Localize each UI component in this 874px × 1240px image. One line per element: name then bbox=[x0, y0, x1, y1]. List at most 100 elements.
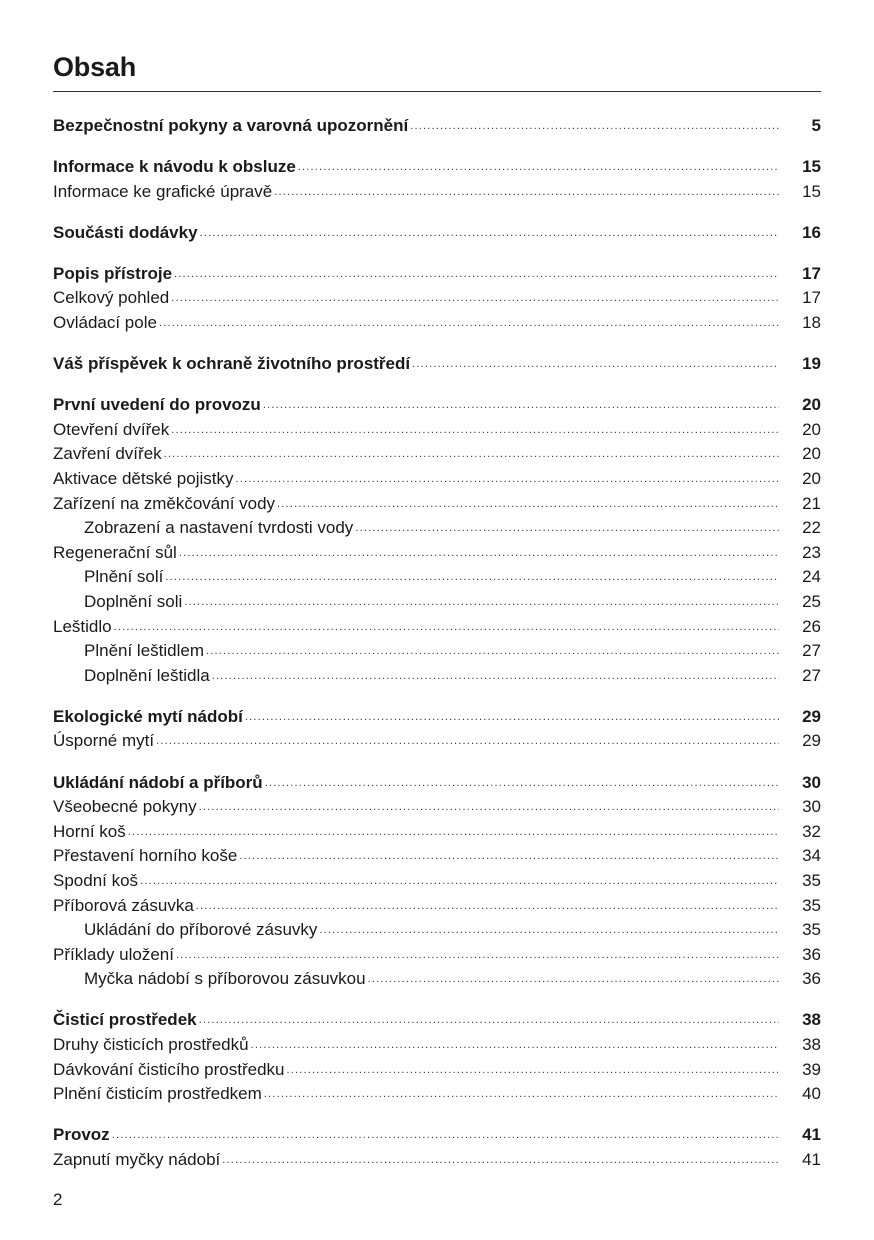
entry-page: 38 bbox=[802, 1035, 821, 1054]
page-number: 2 bbox=[53, 1190, 63, 1209]
entry-page: 29 bbox=[802, 706, 821, 726]
toc-chapter-entry[interactable]: Ukládání nádobí a příborů...............… bbox=[53, 770, 821, 796]
toc-chapter-entry[interactable]: Informace k návodu k obsluze............… bbox=[53, 155, 821, 180]
entry-page: 20 bbox=[802, 419, 821, 439]
toc-entry[interactable]: Leštidlo................................… bbox=[53, 614, 821, 640]
toc-entry[interactable]: Druhy čisticích prostředků..............… bbox=[53, 1033, 821, 1058]
entry-title: Horní koš bbox=[53, 819, 128, 845]
entry-title: Ovládací pole bbox=[53, 311, 159, 336]
dot-leader: ........................................… bbox=[198, 1014, 779, 1027]
dot-leader: ........................................… bbox=[262, 399, 779, 412]
toc-entry[interactable]: Příklady uložení........................… bbox=[53, 942, 821, 968]
toc-section: Ekologické mytí nádobí..................… bbox=[53, 704, 821, 755]
entry-page: 35 bbox=[802, 895, 821, 915]
entry-title: První uvedení do provozu bbox=[53, 393, 263, 418]
entry-title: Celkový pohled bbox=[53, 286, 172, 312]
toc-entry[interactable]: Horní koš...............................… bbox=[53, 819, 821, 845]
entry-page: 22 bbox=[802, 518, 821, 538]
entry-title: Otevření dvířek bbox=[53, 417, 172, 443]
entry-page: 27 bbox=[802, 641, 821, 661]
dot-leader: ........................................… bbox=[174, 267, 779, 280]
toc-chapter-entry[interactable]: Čisticí prostředek......................… bbox=[53, 1008, 821, 1033]
toc-entry[interactable]: Zařízení na změkčování vody.............… bbox=[53, 491, 821, 517]
toc-chapter-entry[interactable]: První uvedení do provozu................… bbox=[53, 393, 821, 418]
entry-page: 20 bbox=[802, 395, 821, 415]
entry-title: Druhy čisticích prostředků bbox=[53, 1033, 251, 1058]
entry-page: 25 bbox=[802, 592, 821, 611]
dot-leader: ........................................… bbox=[412, 358, 779, 371]
toc-entry[interactable]: Plnění solí.............................… bbox=[53, 565, 821, 590]
entry-page: 17 bbox=[802, 263, 821, 283]
title-divider bbox=[53, 91, 821, 92]
toc-chapter-entry[interactable]: Váš příspěvek k ochraně životního prostř… bbox=[53, 352, 821, 377]
dot-leader: ........................................… bbox=[175, 948, 779, 961]
toc-entry[interactable]: Dávkování čisticího prostředku..........… bbox=[53, 1057, 821, 1083]
dot-leader: ........................................… bbox=[171, 423, 779, 436]
entry-title: Regenerační sůl bbox=[53, 540, 179, 566]
toc-entry[interactable]: Informace ke grafické úpravě............… bbox=[53, 179, 821, 205]
entry-title: Ekologické mytí nádobí bbox=[53, 704, 245, 730]
dot-leader: ........................................… bbox=[239, 850, 779, 863]
dot-leader: ........................................… bbox=[156, 735, 779, 748]
toc-entry[interactable]: Spodní koš..............................… bbox=[53, 868, 821, 894]
entry-page: 24 bbox=[802, 567, 821, 587]
entry-title: Informace ke grafické úpravě bbox=[53, 179, 275, 205]
dot-leader: ........................................… bbox=[367, 973, 779, 986]
dot-leader: ........................................… bbox=[355, 522, 779, 535]
toc-chapter-entry[interactable]: Popis přístroje.........................… bbox=[53, 261, 821, 287]
table-of-contents: Bezpečnostní pokyny a varovná upozornění… bbox=[53, 114, 821, 1189]
entry-title: Váš příspěvek k ochraně životního prostř… bbox=[53, 352, 413, 377]
entry-page: 20 bbox=[802, 444, 821, 464]
toc-chapter-entry[interactable]: Bezpečnostní pokyny a varovná upozornění… bbox=[53, 114, 821, 139]
dot-leader: ........................................… bbox=[178, 546, 779, 559]
toc-section: Čisticí prostředek......................… bbox=[53, 1008, 821, 1107]
entry-page: 32 bbox=[802, 821, 821, 841]
dot-leader: ........................................… bbox=[244, 710, 779, 723]
toc-entry[interactable]: Zapnutí myčky nádobí....................… bbox=[53, 1147, 821, 1173]
toc-entry[interactable]: Plnění čisticím prostředkem.............… bbox=[53, 1082, 821, 1107]
dot-leader: ........................................… bbox=[198, 801, 779, 814]
entry-page: 34 bbox=[802, 846, 821, 866]
toc-entry[interactable]: Myčka nádobí s příborovou zásuvkou......… bbox=[53, 967, 821, 992]
entry-title: Popis přístroje bbox=[53, 261, 175, 287]
toc-entry[interactable]: Úsporné mytí............................… bbox=[53, 729, 821, 755]
toc-entry[interactable]: Plnění leštidlem........................… bbox=[53, 639, 821, 664]
toc-entry[interactable]: Regenerační sůl.........................… bbox=[53, 540, 821, 566]
entry-page: 19 bbox=[802, 354, 821, 374]
entry-title: Spodní koš bbox=[53, 868, 141, 894]
toc-entry[interactable]: Doplnění soli...........................… bbox=[53, 590, 821, 615]
entry-page: 38 bbox=[802, 1010, 821, 1030]
toc-entry[interactable]: Otevření dvířek.........................… bbox=[53, 417, 821, 443]
toc-entry[interactable]: Celkový pohled..........................… bbox=[53, 286, 821, 312]
toc-entry[interactable]: Všeobecné pokyny........................… bbox=[53, 795, 821, 820]
toc-chapter-entry[interactable]: Součásti dodávky........................… bbox=[53, 220, 821, 246]
entry-title: Bezpečnostní pokyny a varovná upozornění bbox=[53, 114, 411, 139]
dot-leader: ........................................… bbox=[199, 226, 779, 239]
dot-leader: ........................................… bbox=[184, 596, 779, 608]
toc-entry[interactable]: Zobrazení a nastavení tvrdosti vody.....… bbox=[53, 516, 821, 541]
toc-entry[interactable]: Ukládání do příborové zásuvky...........… bbox=[53, 918, 821, 943]
entry-title: Součásti dodávky bbox=[53, 220, 200, 246]
toc-entry[interactable]: Doplnění leštidla.......................… bbox=[53, 663, 821, 689]
toc-section: První uvedení do provozu................… bbox=[53, 393, 821, 689]
toc-entry[interactable]: Zavření dvířek..........................… bbox=[53, 442, 821, 468]
toc-chapter-entry[interactable]: Ekologické mytí nádobí..................… bbox=[53, 704, 821, 730]
dot-leader: ........................................… bbox=[206, 645, 779, 658]
entry-title: Čisticí prostředek bbox=[53, 1008, 199, 1033]
entry-title: Provoz bbox=[53, 1123, 112, 1148]
toc-section: Informace k návodu k obsluze............… bbox=[53, 155, 821, 205]
dot-leader: ........................................… bbox=[163, 448, 779, 461]
dot-leader: ........................................… bbox=[222, 1153, 779, 1166]
entry-title: Zobrazení a nastavení tvrdosti vody bbox=[53, 516, 356, 541]
entry-page: 41 bbox=[802, 1149, 821, 1169]
toc-section: Součásti dodávky........................… bbox=[53, 220, 821, 246]
entry-page: 17 bbox=[802, 288, 821, 308]
toc-chapter-entry[interactable]: Provoz..................................… bbox=[53, 1123, 821, 1148]
dot-leader: ........................................… bbox=[140, 874, 779, 887]
entry-title: Myčka nádobí s příborovou zásuvkou bbox=[53, 967, 368, 992]
toc-section: Provoz..................................… bbox=[53, 1123, 821, 1173]
toc-entry[interactable]: Aktivace dětské pojistky................… bbox=[53, 467, 821, 492]
toc-entry[interactable]: Ovládací pole...........................… bbox=[53, 311, 821, 336]
toc-entry[interactable]: Příborová zásuvka.......................… bbox=[53, 893, 821, 919]
toc-entry[interactable]: Přestavení horního koše.................… bbox=[53, 844, 821, 869]
